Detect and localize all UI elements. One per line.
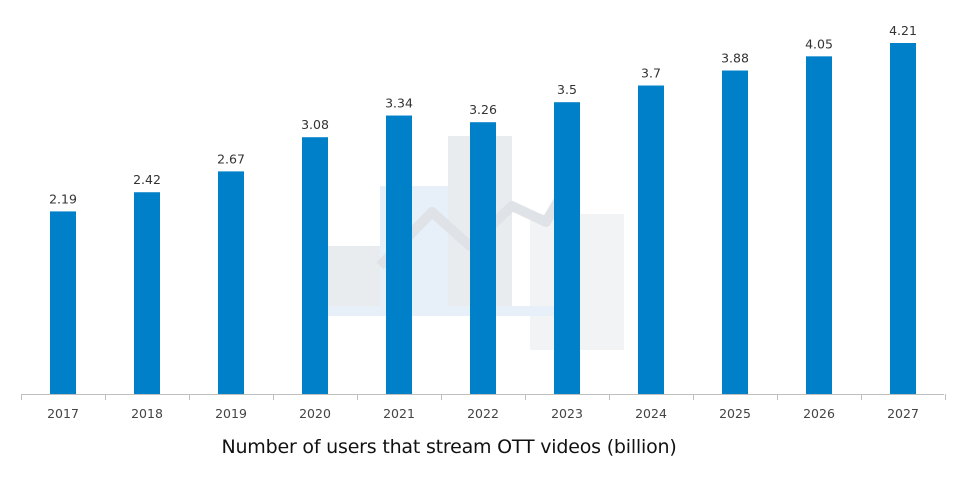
x-axis-title: Number of users that stream OTT videos (… bbox=[221, 436, 677, 458]
value-label-2019: 2.67 bbox=[217, 151, 245, 166]
x-axis-tick-labels: 2017 2018 2019 2020 2021 2022 2023 2024 2025 2026… bbox=[47, 406, 919, 421]
value-label-2017: 2.19 bbox=[49, 191, 77, 206]
bar-2026 bbox=[806, 56, 832, 395]
x-tick-label-2027: 2027 bbox=[887, 406, 919, 421]
bar-2027 bbox=[890, 43, 916, 394]
value-label-2026: 4.05 bbox=[805, 36, 833, 51]
x-tick-label-2020: 2020 bbox=[299, 406, 331, 421]
x-tick-label-2024: 2024 bbox=[635, 406, 667, 421]
watermark-panel-left bbox=[326, 246, 386, 306]
value-label-2027: 4.21 bbox=[889, 23, 917, 38]
x-tick-label-2022: 2022 bbox=[467, 406, 499, 421]
x-tick-label-2021: 2021 bbox=[383, 406, 415, 421]
x-tick-label-2025: 2025 bbox=[719, 406, 751, 421]
value-label-2023: 3.5 bbox=[557, 82, 577, 97]
x-axis-ticks bbox=[21, 394, 946, 400]
x-tick-label-2017: 2017 bbox=[47, 406, 79, 421]
watermark-base bbox=[326, 306, 556, 316]
bars-group bbox=[50, 43, 916, 395]
bar-2018 bbox=[134, 192, 160, 394]
value-label-2022: 3.26 bbox=[469, 102, 497, 117]
bar-2017 bbox=[50, 211, 76, 394]
value-label-2021: 3.34 bbox=[385, 96, 413, 111]
x-tick-label-2019: 2019 bbox=[215, 406, 247, 421]
bar-2020 bbox=[302, 137, 328, 394]
bar-2021 bbox=[386, 115, 412, 395]
value-label-2025: 3.88 bbox=[721, 51, 749, 66]
x-tick-label-2026: 2026 bbox=[803, 406, 835, 421]
x-tick-label-2023: 2023 bbox=[551, 406, 583, 421]
value-label-2018: 2.42 bbox=[133, 172, 161, 187]
bar-2025 bbox=[722, 70, 748, 394]
bar-2023 bbox=[554, 102, 580, 395]
value-labels-group: 2.19 2.42 2.67 3.08 3.34 3.26 3.5 3.7 3.88 4.05 4.… bbox=[49, 23, 917, 206]
bar-2022 bbox=[470, 122, 496, 394]
value-label-2024: 3.7 bbox=[641, 66, 661, 81]
bar-2019 bbox=[218, 171, 244, 394]
x-tick-label-2018: 2018 bbox=[131, 406, 163, 421]
value-label-2020: 3.08 bbox=[301, 117, 329, 132]
bar-2024 bbox=[638, 85, 664, 394]
